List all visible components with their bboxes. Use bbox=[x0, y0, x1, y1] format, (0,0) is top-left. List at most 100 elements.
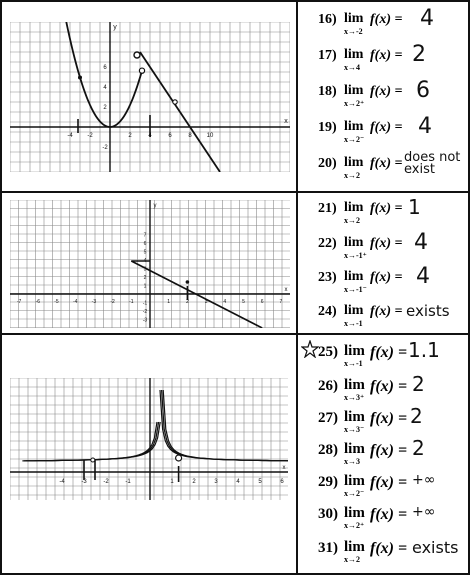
handwritten-answer: 4 bbox=[420, 6, 434, 31]
limit-subscript: x→3 bbox=[344, 457, 360, 466]
function-expression: f(x) = bbox=[370, 506, 408, 523]
curve-right-branch bbox=[159, 389, 288, 462]
function-expression: f(x) = bbox=[370, 12, 403, 27]
limit-operator: lim x→2⁻ bbox=[344, 473, 365, 499]
x-axis-letter: x bbox=[285, 287, 288, 293]
problem-row: 26) lim x→3⁺ f(x) = 2 bbox=[300, 372, 472, 410]
function-expression: f(x) = bbox=[370, 378, 408, 395]
limit-word: lim bbox=[344, 303, 364, 318]
function-expression: f(x) = bbox=[370, 270, 403, 285]
problem-number: 24) bbox=[318, 304, 337, 319]
handwritten-answer: 4 bbox=[416, 264, 430, 289]
limit-subscript: x→2⁻ bbox=[344, 135, 365, 144]
problem-row: 24) lim x→-1 f(x) = exists bbox=[300, 300, 472, 336]
limit-word: lim bbox=[344, 155, 364, 170]
limit-subscript: x→-1 bbox=[344, 319, 363, 328]
limit-word: lim bbox=[344, 343, 365, 359]
problem-number: 29) bbox=[318, 474, 338, 490]
handwritten-answer: 2 bbox=[410, 404, 423, 428]
limit-subscript: x→2⁻ bbox=[344, 489, 365, 498]
limit-subscript: x→-1 bbox=[344, 359, 363, 368]
y-tick-label: -2 bbox=[143, 309, 148, 315]
y-tick-label: 3 bbox=[144, 267, 147, 273]
x-tick-label: -2 bbox=[110, 299, 115, 305]
problem-number: 25) bbox=[318, 344, 338, 360]
handwritten-answer: 2 bbox=[412, 436, 425, 460]
graph-2-canvas: -7-6-5-4-3-2-112345677654321-1-2-3xy bbox=[10, 200, 290, 328]
problem-row: 29) lim x→2⁻ f(x) = +∞ bbox=[300, 470, 472, 506]
limit-operator: lim x→-1 bbox=[344, 303, 364, 329]
x-tick-label: -3 bbox=[92, 299, 97, 305]
handwritten-answer: 4 bbox=[414, 230, 428, 255]
problem-row: 25) lim x→-1 f(x) = 1.1 bbox=[300, 338, 472, 376]
limit-word: lim bbox=[344, 441, 365, 457]
line-segment bbox=[130, 260, 263, 328]
limit-operator: lim x→3⁺ bbox=[344, 378, 365, 403]
graph-3-canvas: -4 -3 -2 -1 1 2 3 4 5 6 x bbox=[10, 378, 288, 500]
problem-number: 22) bbox=[318, 236, 337, 251]
x-tick-label: 4 bbox=[236, 479, 240, 485]
problem-number: 16) bbox=[318, 12, 337, 27]
x-tick-label: -7 bbox=[17, 299, 22, 305]
y-axis-letter: y bbox=[113, 24, 117, 31]
limit-operator: lim x→2 bbox=[344, 540, 365, 565]
limit-subscript: x→3⁺ bbox=[344, 393, 365, 402]
x-tick-label: -6 bbox=[36, 299, 41, 305]
curve-left-branch bbox=[23, 421, 160, 462]
x-axis-letter: x bbox=[283, 465, 286, 471]
problem-row: 17) lim x→4 f(x) = 2 bbox=[300, 42, 472, 80]
limit-subscript: x→4 bbox=[344, 63, 360, 72]
limit-word: lim bbox=[344, 269, 364, 284]
function-expression: f(x) = bbox=[370, 236, 403, 251]
filled-point bbox=[78, 75, 82, 80]
x-tick-label: 2 bbox=[186, 299, 189, 305]
y-tick-label: 1 bbox=[144, 284, 147, 290]
section-divider-2 bbox=[0, 333, 470, 335]
limit-subscript: x→-1⁺ bbox=[344, 251, 367, 260]
y-tick-label: -1 bbox=[143, 301, 148, 307]
problem-number: 26) bbox=[318, 378, 338, 394]
limit-subscript: x→2⁺ bbox=[344, 99, 365, 108]
limit-subscript: x→2 bbox=[344, 171, 360, 180]
x-tick-label: 5 bbox=[242, 299, 245, 305]
handwritten-answer: exists bbox=[406, 302, 450, 320]
graph-1-canvas: -4-2246810642-2xy bbox=[10, 22, 290, 172]
x-tick-label: -4 bbox=[73, 299, 78, 305]
limit-operator: lim x→2 bbox=[344, 155, 364, 181]
limit-word: lim bbox=[344, 473, 365, 489]
open-point bbox=[90, 457, 96, 463]
handwritten-answer: exists bbox=[412, 538, 459, 557]
x-tick-label: -1 bbox=[125, 479, 131, 485]
problem-row: 18) lim x→2⁺ f(x) = 6 bbox=[300, 78, 472, 116]
problem-number: 28) bbox=[318, 442, 338, 458]
function-expression: f(x) = bbox=[370, 344, 408, 361]
filled-point bbox=[185, 280, 190, 284]
x-tick-label: -4 bbox=[59, 479, 65, 485]
problem-row: 20) lim x→2 f(x) = does not exist bbox=[300, 151, 472, 188]
handwritten-answer: 1.1 bbox=[408, 338, 440, 362]
x-tick-label: -1 bbox=[129, 299, 134, 305]
x-axis-letter: x bbox=[284, 118, 288, 125]
function-expression: f(x) = bbox=[370, 442, 408, 459]
y-tick-label: -3 bbox=[143, 318, 148, 324]
problem-number: 21) bbox=[318, 201, 337, 216]
limit-word: lim bbox=[344, 83, 364, 98]
handwritten-answer: 2 bbox=[412, 42, 426, 67]
problem-row: 28) lim x→3 f(x) = 2 bbox=[300, 436, 472, 474]
limit-subscript: x→2 bbox=[344, 216, 360, 225]
x-tick-label: -3 bbox=[81, 479, 87, 485]
section-divider-1 bbox=[0, 191, 470, 193]
y-tick-label: 2 bbox=[103, 105, 107, 111]
limit-word: lim bbox=[344, 11, 364, 26]
function-expression: f(x) = bbox=[370, 48, 403, 63]
y-axis-letter: y bbox=[154, 203, 157, 209]
graph-1: -4-2246810642-2xy bbox=[10, 22, 290, 172]
limit-operator: lim x→2⁺ bbox=[344, 83, 365, 109]
handwritten-answer: 2 bbox=[412, 372, 425, 396]
open-point bbox=[133, 51, 141, 59]
limit-operator: lim x→2⁺ bbox=[344, 506, 365, 531]
problem-row: 30) lim x→2⁺ f(x) = +∞ bbox=[300, 502, 472, 538]
limit-word: lim bbox=[344, 200, 364, 215]
open-point bbox=[172, 99, 178, 105]
